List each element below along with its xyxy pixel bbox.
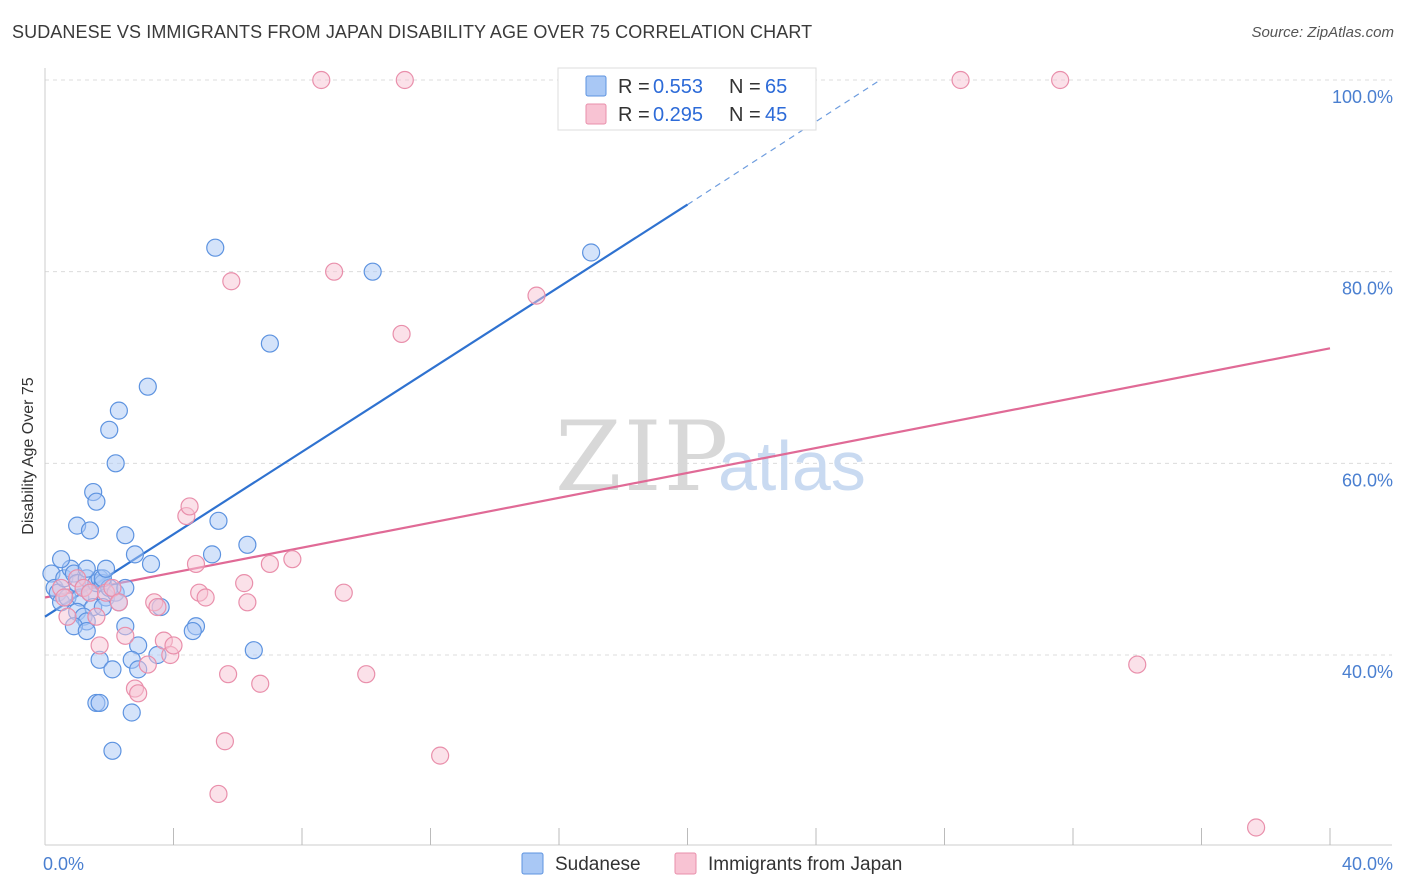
- sudanese-point: [80, 521, 100, 540]
- japan-point: [1128, 655, 1147, 674]
- bottom-legend-label-sudanese: Sudanese: [555, 854, 641, 875]
- japan-point: [260, 554, 279, 574]
- japan-point: [527, 286, 546, 305]
- japan-point: [1247, 818, 1266, 837]
- legend: R = 0.553 N = 65 R = 0.295 N = 45: [557, 67, 817, 131]
- japan-point: [186, 554, 206, 574]
- sudanese-point: [206, 238, 225, 257]
- japan-point: [164, 636, 183, 655]
- chart-title: SUDANESE VS IMMIGRANTS FROM JAPAN DISABI…: [12, 22, 813, 42]
- japan-point: [215, 732, 234, 751]
- sudanese-point: [116, 526, 135, 545]
- sudanese-point: [141, 554, 161, 574]
- bottom-legend: Sudanese Immigrants from Japan: [521, 852, 902, 875]
- sudanese-point: [138, 377, 157, 396]
- sudanese-point: [122, 703, 141, 722]
- bottom-legend-label-japan: Immigrants from Japan: [708, 854, 902, 875]
- sudanese-point: [51, 550, 71, 569]
- sudanese-point: [238, 535, 257, 554]
- legend-n-value: 65: [765, 76, 787, 98]
- japan-point: [395, 70, 414, 90]
- sudanese-point: [183, 621, 202, 641]
- legend-n-label: N =: [729, 76, 761, 98]
- japan-point: [312, 70, 331, 90]
- japan-point: [129, 684, 148, 703]
- japan-point: [116, 626, 135, 645]
- y-axis-label: Disability Age Over 75: [20, 377, 37, 535]
- watermark-zip: ZIP: [555, 401, 730, 513]
- sudanese-point: [77, 621, 96, 641]
- sudanese-point: [100, 420, 119, 439]
- japan-point: [87, 607, 106, 626]
- sudanese-trend-line: [44, 203, 689, 618]
- legend-n-label: N =: [729, 104, 761, 126]
- japan-point: [58, 607, 77, 626]
- legend-swatch-sudanese: [585, 75, 607, 97]
- x-tick-label: 0.0%: [43, 854, 84, 874]
- japan-point: [283, 550, 302, 569]
- sudanese-trend-extension: [687, 79, 881, 206]
- japan-point: [238, 593, 257, 612]
- y-tick-label: 100.0%: [1332, 87, 1393, 107]
- y-tick-label: 40.0%: [1342, 662, 1393, 682]
- watermark: ZIP atlas: [555, 401, 866, 513]
- trend-lines: [44, 79, 1331, 618]
- japan-point: [80, 583, 100, 602]
- sudanese-point: [103, 660, 122, 679]
- sudanese-point: [103, 741, 122, 760]
- japan-point: [222, 272, 241, 291]
- sudanese-point: [209, 511, 228, 530]
- japan-point: [251, 674, 270, 693]
- sudanese-point: [582, 243, 601, 262]
- sudanese-point: [96, 559, 116, 578]
- bottom-legend-swatch-japan: [674, 852, 697, 875]
- legend-n-value: 45: [765, 104, 787, 126]
- japan-point: [148, 597, 167, 617]
- japan-point: [431, 746, 450, 765]
- bottom-legend-swatch-sudanese: [521, 852, 544, 875]
- japan-point: [235, 574, 254, 593]
- sudanese-point: [90, 693, 109, 713]
- grid-lines: [45, 79, 1392, 656]
- legend-r-label: R =: [618, 76, 650, 98]
- japan-point: [196, 588, 215, 607]
- japan-point: [325, 262, 344, 281]
- japan-point: [334, 583, 353, 602]
- japan-point: [180, 497, 199, 516]
- japan-point: [138, 655, 157, 674]
- legend-r-value: 0.295: [653, 104, 703, 126]
- japan-point: [219, 665, 238, 684]
- sudanese-point: [109, 401, 128, 420]
- sudanese-point: [202, 545, 222, 564]
- japan-point: [55, 588, 74, 607]
- japan-point: [109, 593, 128, 612]
- legend-r-label: R =: [618, 104, 650, 126]
- x-tick-label: 40.0%: [1342, 854, 1393, 874]
- japan-point: [1051, 70, 1070, 90]
- y-tick-label: 80.0%: [1342, 279, 1393, 299]
- sudanese-point: [260, 334, 279, 353]
- legend-swatch-japan: [585, 103, 607, 125]
- axes: [44, 68, 1392, 846]
- tick-labels: 40.0% 60.0% 80.0% 100.0% 0.0% 40.0%: [43, 87, 1393, 874]
- y-tick-label: 60.0%: [1342, 470, 1393, 490]
- chart-source: Source: ZipAtlas.com: [1251, 24, 1394, 41]
- japan-point: [392, 324, 411, 344]
- japan-point: [357, 665, 376, 684]
- sudanese-point: [125, 545, 145, 564]
- sudanese-point: [244, 641, 263, 660]
- sudanese-point: [106, 454, 125, 473]
- japan-point: [951, 70, 970, 90]
- japan-point: [90, 636, 109, 655]
- japan-trend-line: [44, 347, 1331, 599]
- sudanese-point: [363, 262, 382, 281]
- watermark-atlas: atlas: [718, 427, 866, 505]
- legend-r-value: 0.553: [653, 76, 703, 98]
- japan-point: [209, 784, 228, 804]
- sudanese-point: [87, 492, 106, 511]
- data-points: [42, 70, 1266, 837]
